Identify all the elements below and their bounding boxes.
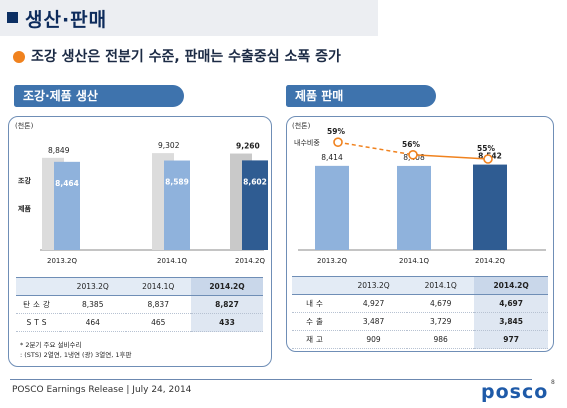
footer-text: POSCO Earnings Release | July 24, 2014: [12, 385, 192, 395]
bullet-dot-icon: [13, 51, 25, 63]
domestic-ratio-point: [483, 154, 493, 164]
table-header-cell: 2014.1Q: [407, 276, 475, 295]
table-row: 수출 3,487 3,729 3,845: [292, 312, 548, 331]
table-row-label: 재고: [292, 330, 340, 349]
table-row: STS 464 465 433: [16, 313, 263, 332]
table-cell: 4,679: [407, 294, 475, 313]
posco-logo: posco: [481, 381, 549, 403]
crude-steel-value-label: 9,302: [158, 141, 180, 150]
title-square-icon: [7, 12, 18, 23]
domestic-ratio-line-segment: [412, 154, 489, 160]
table-row-label: 내수: [292, 294, 340, 313]
table-header-cell: 2013.2Q: [340, 276, 408, 295]
domestic-ratio-point: [408, 149, 418, 160]
domestic-ratio-series-label: 내수비중: [294, 138, 320, 147]
production-chart: 8,849 8,464 2013.2Q 9,302 8,589 2014.1Q 9,260 8…: [40, 141, 268, 265]
table-header-cell: [292, 276, 340, 295]
product-bar: [242, 160, 268, 250]
x-tick-label: 2013.2Q: [317, 257, 347, 265]
sales-table: 2013.2Q 2014.1Q 2014.2Q 내수 4,927 4,679 4…: [292, 276, 548, 349]
table-cell: 3,729: [407, 312, 475, 331]
product-series-label: 제품: [18, 205, 31, 213]
domestic-ratio-value-label: 55%: [477, 144, 495, 153]
table-cell: 8,385: [60, 295, 126, 314]
note-line: * 2분기 주요 설비수리: [20, 341, 82, 349]
table-row: 재고 909 986 977: [292, 330, 548, 349]
domestic-ratio-point: [333, 137, 343, 147]
table-cell: 909: [340, 330, 408, 349]
product-bar: [54, 161, 80, 250]
product-value-label: 8,589: [165, 178, 189, 187]
sales-bar: [397, 165, 431, 250]
table-row-label: STS: [16, 313, 60, 332]
x-tick-label: 2014.1Q: [157, 257, 187, 265]
table-cell: 465: [125, 313, 191, 332]
table-cell: 4,697: [474, 294, 548, 313]
domestic-ratio-value-label: 56%: [402, 140, 420, 149]
production-table: 2013.2Q 2014.1Q 2014.2Q 탄소강 8,385 8,837 …: [16, 277, 263, 332]
table-row: 내수 4,927 4,679 4,697: [292, 294, 548, 313]
page-number: 8: [551, 379, 555, 386]
table-cell: 464: [60, 313, 126, 332]
sales-unit-label: (천톤): [292, 122, 311, 130]
note-line: : (STS) 2열연, 1냉연 (광) 3열연, 1후판: [20, 351, 132, 359]
crude-steel-series-label: 조강: [18, 177, 31, 185]
crude-steel-value-label: 8,849: [48, 146, 70, 155]
table-cell: 4,927: [340, 294, 408, 313]
crude-steel-value-label: 9,260: [236, 142, 260, 151]
production-tab: 조강·제품 생산: [14, 85, 184, 107]
product-value-label: 8,464: [55, 179, 79, 188]
headline: 조강 생산은 전분기 수준, 판매는 수출중심 소폭 증가: [31, 49, 341, 65]
table-header-cell: 2014.2Q: [474, 276, 548, 295]
x-tick-label: 2014.2Q: [235, 257, 265, 265]
sales-tab: 제품 판매: [286, 85, 436, 107]
domestic-ratio-line-segment: [337, 141, 414, 156]
table-row-label: 탄소강: [16, 295, 60, 314]
title-band: [0, 0, 378, 36]
table-header-row: 2013.2Q 2014.1Q 2014.2Q: [16, 277, 263, 296]
product-bar: [164, 160, 190, 250]
table-cell: 8,837: [125, 295, 191, 314]
page-title: 생산·판매: [25, 9, 108, 31]
x-tick-label: 2013.2Q: [47, 257, 77, 265]
table-cell: 977: [474, 330, 548, 349]
sales-bar: [315, 165, 349, 250]
domestic-ratio-value-label: 59%: [327, 128, 345, 136]
table-header-row: 2013.2Q 2014.1Q 2014.2Q: [292, 276, 548, 295]
product-value-label: 8,602: [243, 177, 267, 186]
table-header-cell: [16, 277, 60, 296]
production-unit-label: (천톤): [15, 122, 34, 130]
footer-divider: [10, 379, 532, 380]
table-cell: 3,487: [340, 312, 408, 331]
sales-value-label: 8,414: [321, 153, 343, 162]
table-header-cell: 2013.2Q: [60, 277, 126, 296]
x-tick-label: 2014.1Q: [399, 257, 429, 265]
sales-chart: 8,4142013.2Q8,4082014.1Q8,5422014.2Q59%5…: [294, 128, 546, 265]
sales-bar: [473, 164, 507, 250]
table-row-label: 수출: [292, 312, 340, 331]
table-cell: 986: [407, 330, 475, 349]
table-cell: 433: [191, 313, 263, 332]
maintenance-note: * 2분기 주요 설비수리 : (STS) 2열연, 1냉연 (광) 3열연, …: [20, 340, 131, 360]
table-cell: 3,845: [474, 312, 548, 331]
table-header-cell: 2014.2Q: [191, 277, 263, 296]
table-cell: 8,827: [191, 295, 263, 314]
x-tick-label: 2014.2Q: [475, 257, 505, 265]
table-header-cell: 2014.1Q: [125, 277, 191, 296]
table-row: 탄소강 8,385 8,837 8,827: [16, 295, 263, 314]
